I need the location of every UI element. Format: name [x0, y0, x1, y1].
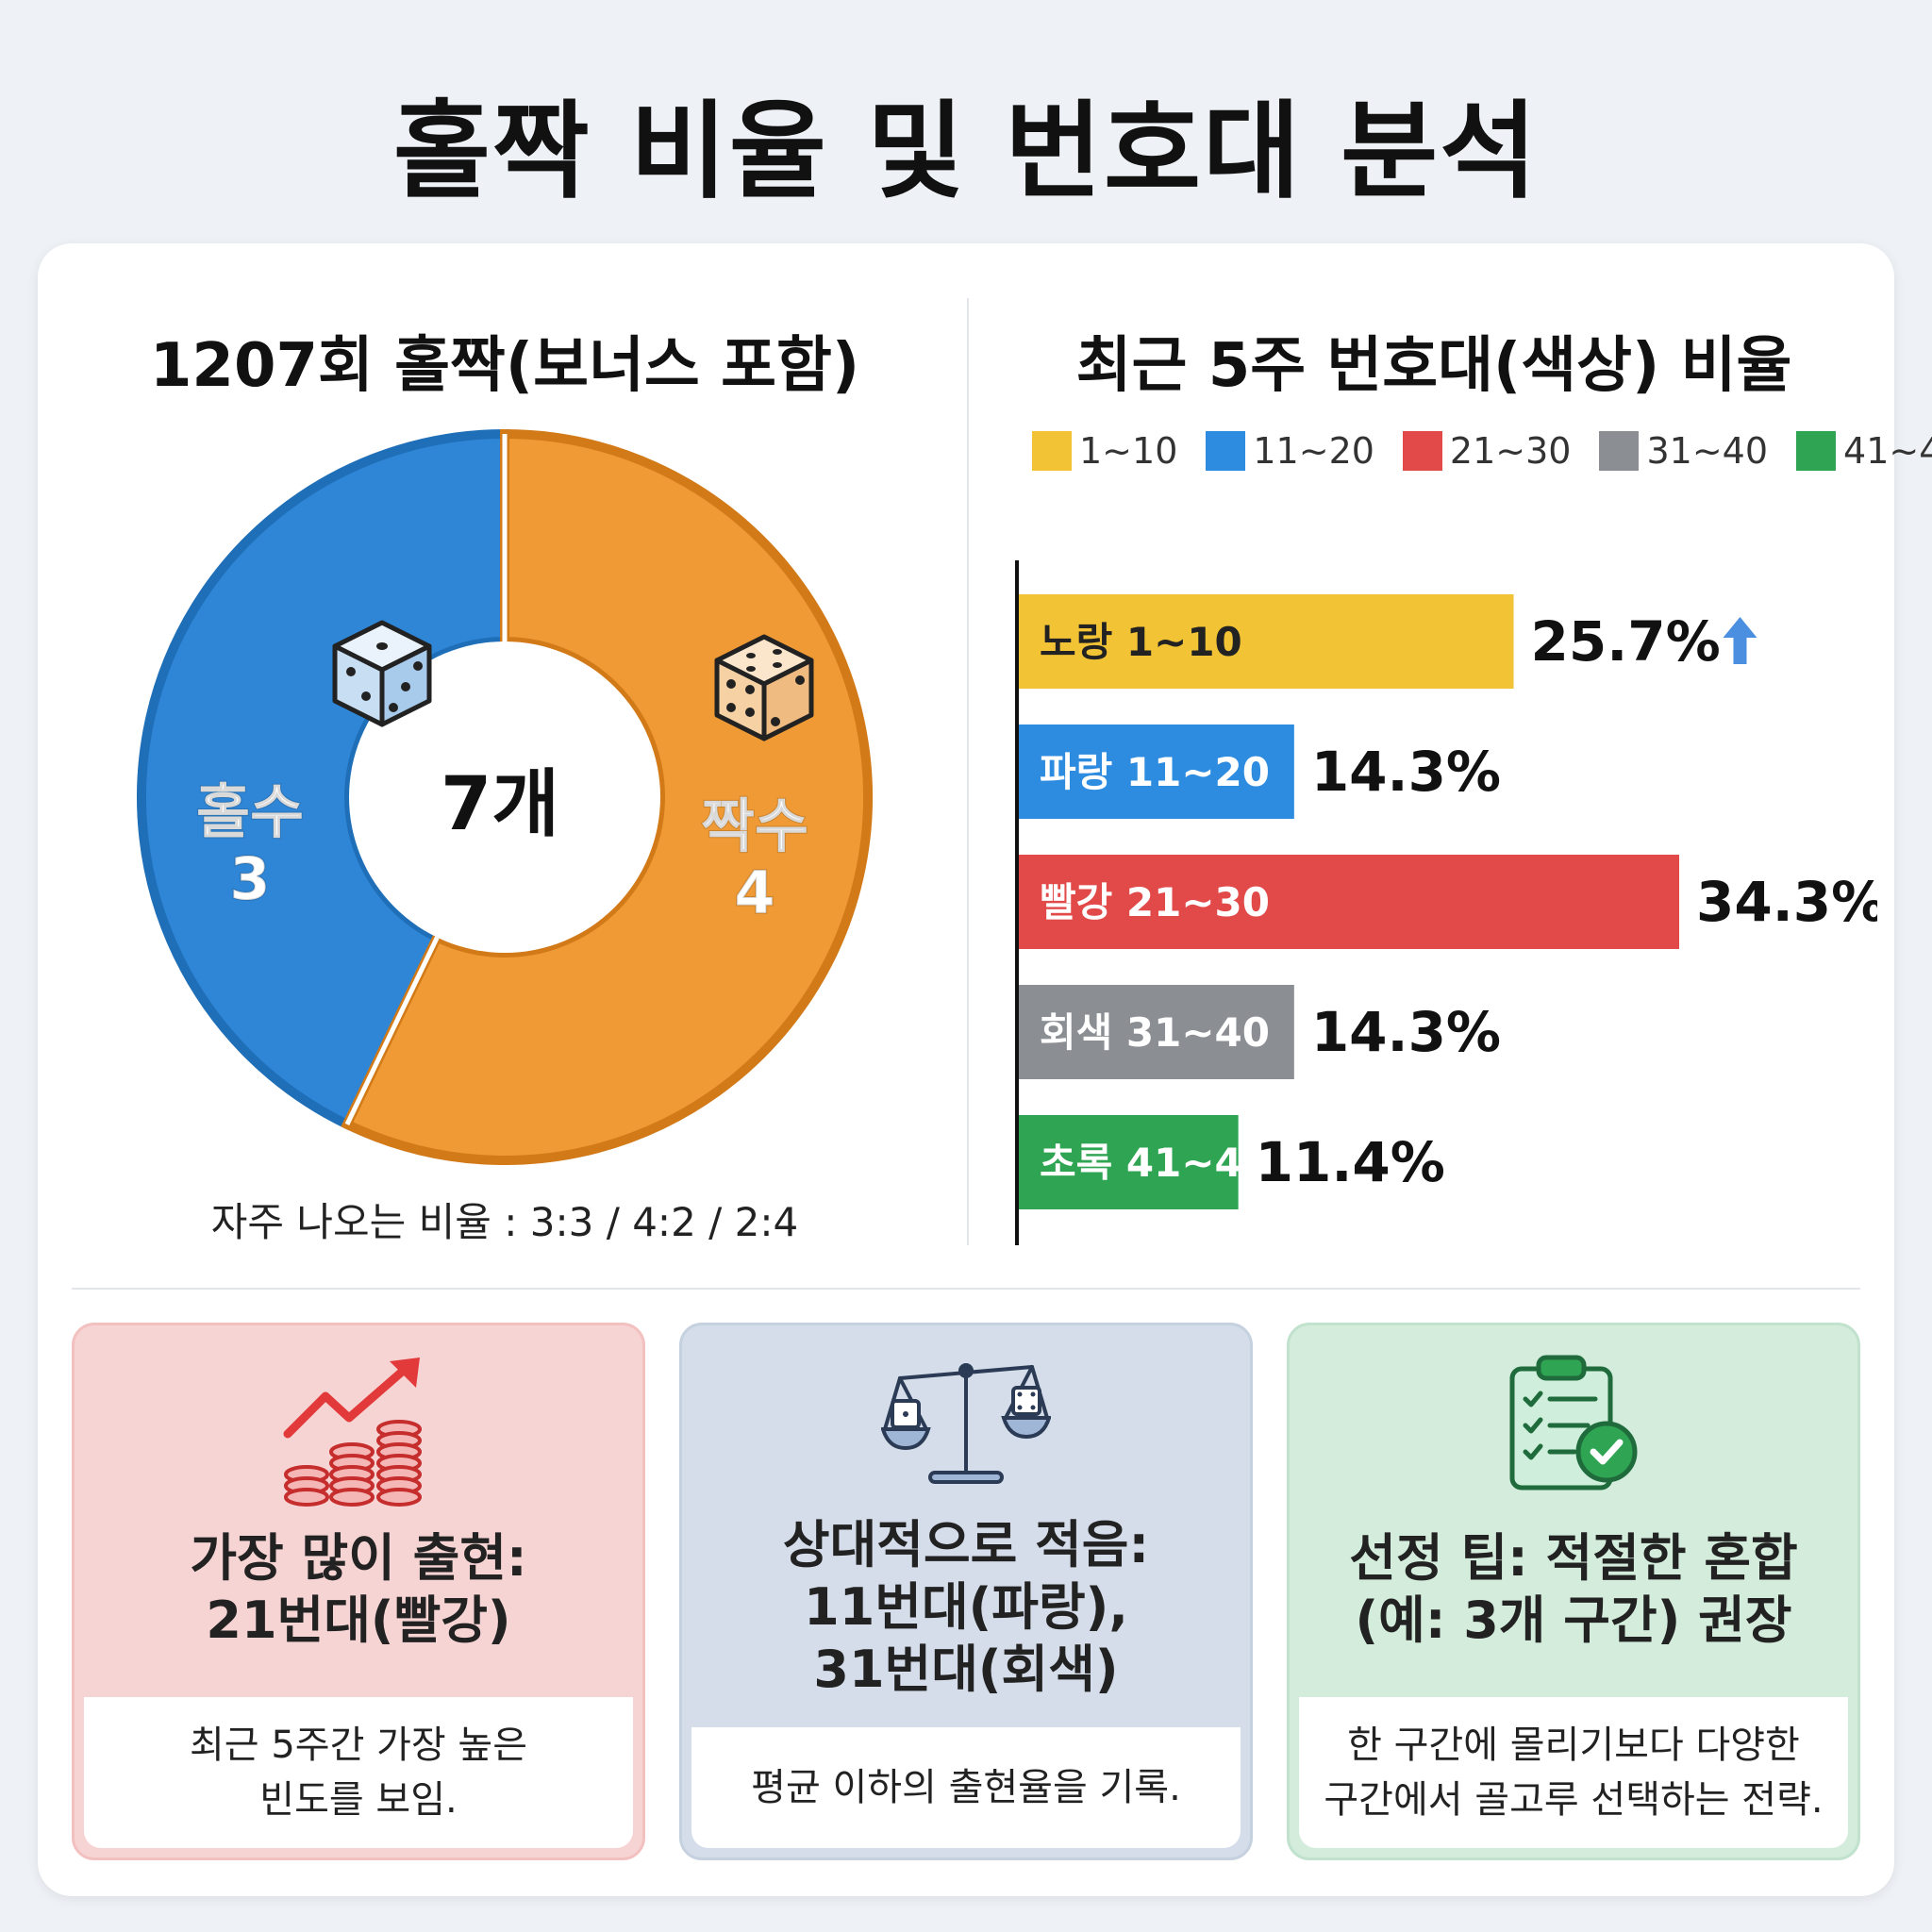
- bar-value-label: 25.7%: [1530, 609, 1720, 674]
- even-value: 4: [733, 858, 775, 928]
- info-desc-line: 구간에서 골고루 선택하는 전략.: [1324, 1778, 1824, 1822]
- info-desc-line: 한 구간에 몰리기보다 다양한: [1347, 1724, 1800, 1767]
- info-desc-least-frequent: 평균 이하의 출현율을 기록.: [691, 1727, 1241, 1848]
- odd-value: 3: [228, 844, 271, 914]
- info-box-most-frequent: 가장 많이 출현: 21번대(빨강) 최근 5주간 가장 높은 빈도를 보임.: [72, 1323, 645, 1860]
- info-title-line: 가장 많이 출현:: [190, 1528, 527, 1588]
- legend-item-1-10: 1~10: [1032, 430, 1177, 472]
- bar-3: [1019, 855, 1679, 949]
- bar-chart-title: 최근 5주 번호대(색상) 비율: [1075, 331, 1792, 401]
- up-arrow-icon: [1723, 617, 1757, 664]
- legend-swatch: [1796, 431, 1837, 471]
- donut-hole: [349, 641, 660, 953]
- legend-item-11-20: 11~20: [1206, 430, 1374, 472]
- horizontal-divider: [72, 1288, 1860, 1290]
- info-desc-selection-tip: 한 구간에 몰리기보다 다양한 구간에서 골고루 선택하는 전략.: [1299, 1697, 1848, 1848]
- bar-chart-legend: 1~10 11~20 21~30 31~40 41~45: [1032, 430, 1932, 472]
- legend-label: 11~20: [1253, 430, 1374, 472]
- legend-label: 1~10: [1079, 430, 1178, 472]
- legend-item-21-30: 21~30: [1402, 430, 1572, 472]
- bar-value-label: 11.4%: [1256, 1130, 1445, 1194]
- legend-item-31-40: 31~40: [1599, 430, 1768, 472]
- bar-category-label: 파랑 11~20: [1040, 749, 1270, 795]
- info-box-top: 선정 팁: 적절한 혼합 (예: 3개 구간) 권장: [1290, 1325, 1857, 1703]
- legend-label: 41~45: [1843, 430, 1932, 472]
- ratio-footnote: 자주 나오는 비율 : 3:3 / 4:2 / 2:4: [210, 1199, 799, 1245]
- vertical-divider: [967, 298, 969, 1245]
- info-title-line: 21번대(빨강): [206, 1590, 511, 1650]
- legend-item-41-45: 41~45: [1796, 430, 1932, 472]
- bar-value-label: 14.3%: [1311, 1000, 1501, 1064]
- donut-label-odd: 홀수 3: [175, 777, 325, 914]
- legend-swatch: [1032, 431, 1072, 471]
- info-desc-most-frequent: 최근 5주간 가장 높은 빈도를 보임.: [84, 1697, 633, 1848]
- donut-label-even: 짝수 4: [679, 791, 830, 928]
- info-title-selection-tip: 선정 팁: 적절한 혼합 (예: 3개 구간) 권장: [1290, 1527, 1857, 1652]
- info-title-most-frequent: 가장 많이 출현: 21번대(빨강): [75, 1527, 642, 1652]
- bar-category-label: 초록 41~45: [1040, 1140, 1270, 1186]
- legend-label: 31~40: [1646, 430, 1769, 472]
- bar-2: [1019, 724, 1294, 819]
- dice-icon-even: [714, 634, 814, 741]
- balance-scale-icon: [682, 1354, 1250, 1495]
- bar-4: [1019, 985, 1294, 1079]
- info-box-top: 가장 많이 출현: 21번대(빨강): [75, 1325, 642, 1703]
- donut-slice-separator: [344, 936, 440, 1125]
- info-title-line: 31번대(회색): [813, 1639, 1119, 1699]
- info-box-selection-tip: 선정 팁: 적절한 혼합 (예: 3개 구간) 권장 한 구간에 몰리기보다 다…: [1287, 1323, 1860, 1860]
- clipboard-check-icon: [1290, 1352, 1857, 1493]
- bar-category-label: 회색 31~40: [1040, 1009, 1270, 1056]
- donut-center-label: 7개: [440, 762, 560, 847]
- info-title-line: 11번대(파랑),: [804, 1576, 1128, 1637]
- odd-label: 홀수: [195, 777, 305, 847]
- info-box-top: 상대적으로 적음: 11번대(파랑), 31번대(회색): [682, 1325, 1250, 1703]
- info-title-least-frequent: 상대적으로 적음: 11번대(파랑), 31번대(회색): [682, 1514, 1250, 1701]
- info-title-line: 선정 팁: 적절한 혼합: [1349, 1528, 1798, 1588]
- bar-value-label: 14.3%: [1311, 740, 1501, 804]
- bar-5: [1019, 1115, 1239, 1209]
- info-title-line: (예: 3개 구간) 권장: [1355, 1590, 1792, 1650]
- legend-swatch: [1206, 431, 1246, 471]
- bar-chart: 노랑 1~10 25.7% 파랑 11~20 14.3% 빨강 21~30 34.3% 회색…: [1015, 560, 1877, 1245]
- legend-swatch: [1402, 431, 1442, 471]
- even-label: 짝수: [700, 791, 809, 861]
- info-box-least-frequent: 상대적으로 적음: 11번대(파랑), 31번대(회색) 평균 이하의 출현율을…: [679, 1323, 1253, 1860]
- donut-chart: [137, 428, 873, 1165]
- page-title: 홀짝 비율 및 번호대 분석: [392, 91, 1540, 213]
- chart-up-coins-icon: [75, 1354, 642, 1514]
- donut-chart-title: 1207회 홀짝(보너스 포함): [149, 331, 860, 401]
- bar-value-label: 34.3%: [1696, 870, 1877, 934]
- info-desc-line: 빈도를 보임.: [259, 1778, 458, 1822]
- bar-1: [1019, 594, 1514, 689]
- info-desc-line: 평균 이하의 출현율을 기록.: [751, 1766, 1181, 1809]
- bar-category-label: 노랑 1~10: [1040, 619, 1242, 665]
- info-title-line: 상대적으로 적음:: [782, 1515, 1150, 1574]
- info-desc-line: 최근 5주간 가장 높은: [190, 1724, 527, 1767]
- legend-swatch: [1599, 431, 1640, 471]
- legend-label: 21~30: [1449, 430, 1572, 472]
- dice-icon-odd: [332, 620, 432, 727]
- bar-category-label: 빨강 21~30: [1040, 879, 1270, 925]
